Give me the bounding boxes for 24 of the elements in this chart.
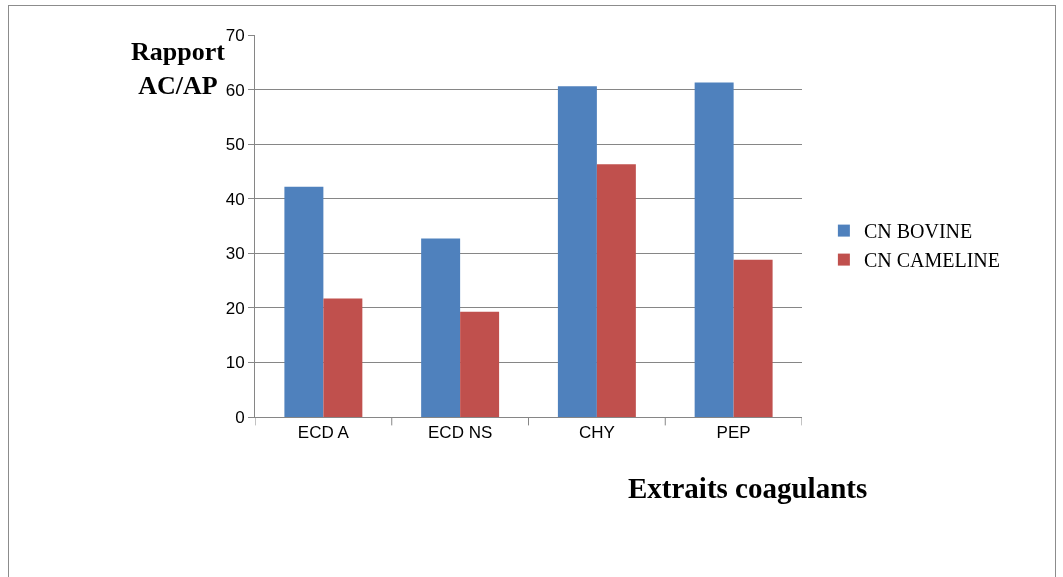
y-tick-label: 30 <box>225 244 245 264</box>
x-axis-title: Extraits coagulants <box>628 472 868 504</box>
bar <box>460 311 500 417</box>
bar <box>557 86 597 417</box>
bar <box>284 186 324 417</box>
y-tick-label: 60 <box>225 80 245 100</box>
y-tick-label: 20 <box>225 298 245 318</box>
bar <box>421 238 461 417</box>
x-tick-label: CHY <box>578 423 615 443</box>
y-tick-label: 10 <box>225 353 245 373</box>
x-tick-label: ECD NS <box>428 423 493 443</box>
bar <box>694 82 734 417</box>
y-tick-label: 50 <box>225 135 245 155</box>
bar <box>323 298 363 417</box>
legend-label: CN BOVINE <box>863 220 973 243</box>
bar <box>596 164 636 417</box>
x-tick-label: ECD A <box>297 423 350 443</box>
legend-label: CN CAMELINE <box>863 249 1000 272</box>
y-tick-label: 40 <box>225 189 245 209</box>
x-tick-label: PEP <box>716 423 751 443</box>
y-tick-label: 70 <box>225 25 245 45</box>
y-tick-label: 0 <box>235 407 245 427</box>
bar <box>733 259 773 417</box>
y-axis-title: Rapport AC/AP <box>131 37 226 100</box>
